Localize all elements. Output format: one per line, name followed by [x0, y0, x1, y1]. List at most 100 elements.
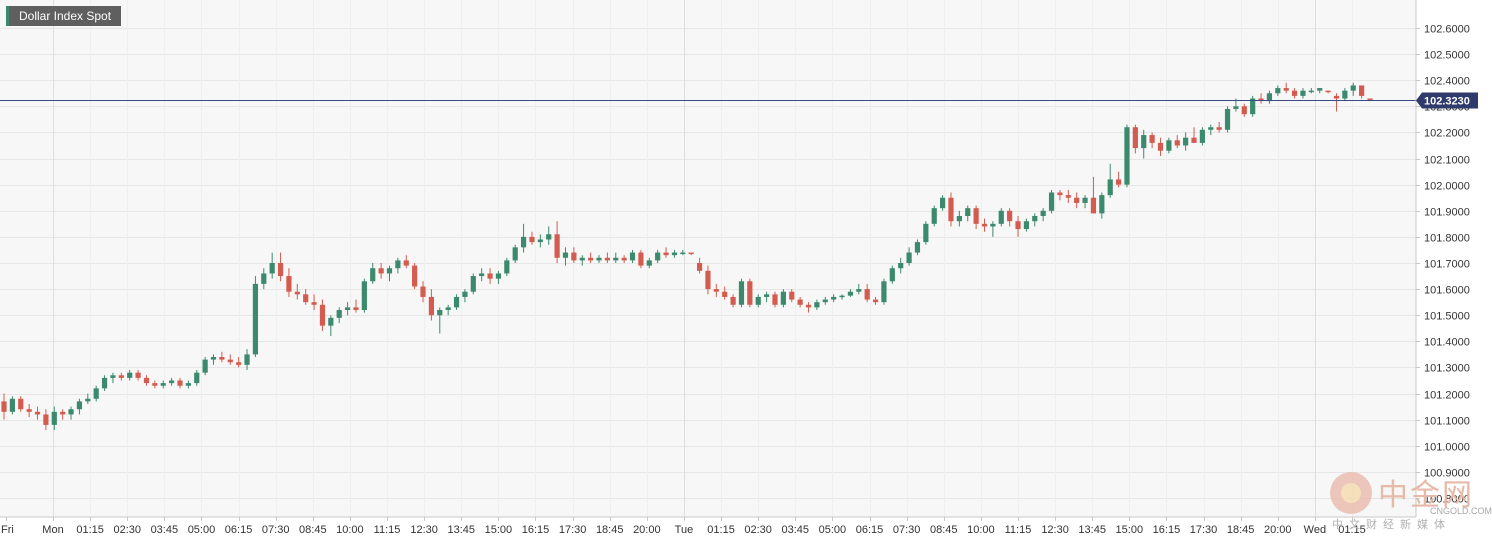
y-tick-label: 102.6000 [1424, 24, 1470, 36]
candle [973, 205, 979, 230]
candle-body [344, 307, 351, 310]
candle-body [244, 354, 250, 365]
candle [663, 247, 669, 258]
candle [227, 354, 233, 365]
y-tick-label: 101.8000 [1424, 233, 1470, 245]
candle [277, 252, 284, 282]
y-tick-label: 101.3000 [1424, 363, 1470, 375]
candle-body [420, 286, 426, 297]
y-tick-label: 102.2000 [1424, 128, 1470, 140]
candle [185, 380, 191, 389]
candle [898, 257, 904, 274]
candle [1124, 124, 1130, 188]
candle-body [143, 377, 150, 384]
candle-body [1300, 90, 1306, 96]
candle-body [772, 294, 778, 305]
candle-body [621, 257, 627, 261]
candle [101, 375, 108, 391]
candle [1107, 163, 1113, 198]
x-tick-label: 20:00 [633, 524, 661, 536]
candle [537, 234, 543, 248]
candle-body [60, 411, 66, 415]
candle-body [487, 273, 493, 279]
x-tick-label: 20:00 [1264, 524, 1292, 536]
x-tick-label: 13:45 [1078, 524, 1106, 536]
candle-body [462, 291, 468, 297]
candle-body [328, 317, 334, 326]
candle [1057, 189, 1063, 201]
candle [738, 278, 745, 308]
candle [696, 257, 703, 274]
candle [805, 302, 812, 313]
candle-body [864, 289, 870, 300]
candle [546, 226, 552, 245]
x-tick-label: 02:30 [113, 524, 141, 536]
candle-body [1157, 142, 1164, 151]
x-tick-label: Wed [1304, 524, 1326, 536]
candle-body [1132, 127, 1138, 149]
x-tick-label: 11:15 [374, 524, 401, 536]
candle [261, 268, 267, 290]
candle [554, 221, 560, 263]
candle-body [294, 291, 300, 295]
x-tick-label: 17:30 [1190, 524, 1218, 536]
x-tick-label: Tue [675, 524, 694, 536]
candle [219, 351, 225, 363]
candle-body [85, 398, 91, 402]
candle [1342, 88, 1348, 102]
candle [1149, 132, 1155, 149]
candle-body [169, 380, 175, 384]
x-tick-label: 18:45 [1227, 524, 1255, 536]
candle-body [118, 375, 124, 378]
x-tick-label: 06:15 [225, 524, 253, 536]
candle [831, 294, 837, 303]
candle-body [646, 260, 652, 266]
x-tick-label: 13:45 [447, 524, 475, 536]
candle-body [588, 257, 594, 261]
candle [202, 357, 208, 376]
y-tick-label: 101.0000 [1424, 442, 1470, 454]
candle [93, 385, 99, 402]
candle [1090, 176, 1097, 214]
candle [152, 380, 158, 389]
candle-body [9, 398, 15, 412]
candle [1258, 93, 1264, 104]
candle-body [1191, 137, 1197, 143]
candle [847, 289, 854, 297]
candle [680, 249, 686, 256]
candle [1, 393, 7, 420]
candle [1040, 208, 1046, 222]
candle [512, 244, 518, 263]
candle [914, 239, 921, 256]
candle-body [822, 299, 828, 303]
candle-body [789, 291, 795, 300]
candle-body [655, 252, 661, 261]
candle [1350, 82, 1356, 96]
candle-body [1317, 88, 1323, 91]
candle [1048, 189, 1055, 214]
candle [286, 268, 292, 297]
candle [412, 263, 418, 290]
candle-body [613, 257, 619, 261]
candle [931, 205, 937, 227]
candle [244, 349, 250, 371]
candle [688, 252, 694, 256]
x-tick-label: 15:00 [485, 524, 513, 536]
candle-body [1032, 216, 1038, 222]
y-tick-label: 101.6000 [1424, 285, 1470, 297]
candle-body [571, 252, 577, 261]
candle-body [311, 302, 317, 305]
candle-body [378, 268, 384, 274]
candle-body [814, 302, 820, 308]
x-tick-label: 05:00 [188, 524, 216, 536]
candle-body [336, 310, 342, 318]
candle-body [1216, 127, 1222, 130]
candle-body [236, 362, 242, 365]
candle [344, 302, 351, 316]
candle-body [1074, 197, 1080, 203]
watermark-brand-cn: 中金网 [1378, 478, 1474, 513]
candle [789, 289, 795, 303]
candle [764, 291, 770, 303]
x-tick-label: 15:00 [1116, 524, 1144, 536]
candle [1291, 88, 1298, 99]
